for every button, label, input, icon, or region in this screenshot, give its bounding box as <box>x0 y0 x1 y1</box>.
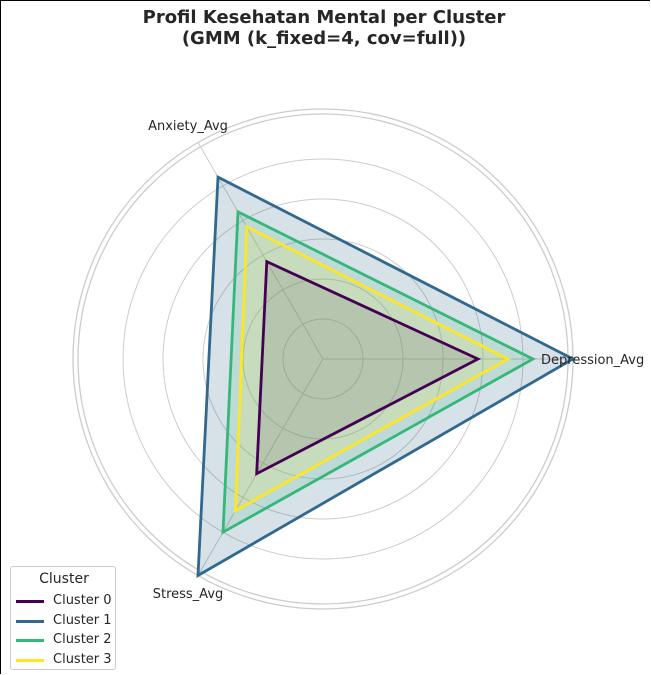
legend-item-cluster-2: Cluster 2 <box>16 631 116 649</box>
legend-label: Cluster 0 <box>53 593 112 608</box>
series-fill-cluster-1 <box>198 177 573 576</box>
series-line-cluster-0 <box>255 259 482 477</box>
axis-label-stress-avg: Stress_Avg <box>153 587 224 602</box>
legend-title: Cluster <box>39 571 89 587</box>
legend-swatch <box>16 658 44 662</box>
series-line-cluster-3 <box>234 224 511 514</box>
axis-labels: Depression_Avg Anxiety_Avg Stress_Avg <box>148 119 644 602</box>
series-line-cluster-1 <box>196 174 576 578</box>
chart-title: Profil Kesehatan Mental per Cluster (GMM… <box>143 7 506 49</box>
legend-item-cluster-0: Cluster 0 <box>16 592 116 610</box>
legend-swatch <box>16 619 44 623</box>
axis-label-anxiety-avg: Anxiety_Avg <box>148 119 228 134</box>
legend-label: Cluster 2 <box>53 632 112 647</box>
legend-item-cluster-3: Cluster 3 <box>16 651 116 669</box>
legend: Cluster Cluster 0 Cluster 1 Cluster 2 Clust… <box>10 566 116 670</box>
legend-swatch <box>16 600 44 603</box>
radar-series <box>196 174 576 578</box>
chart-title-line-2: (GMM (k_fixed=4, cov=full)) <box>182 28 466 49</box>
series-fill-cluster-3 <box>235 226 508 511</box>
legend-label: Cluster 3 <box>53 651 112 667</box>
axis-label-depression-avg: Depression_Avg <box>541 353 644 368</box>
legend-swatch <box>16 639 44 642</box>
grid-spoke <box>197 358 324 576</box>
chart-title-line-1: Profil Kesehatan Mental per Cluster <box>143 7 506 28</box>
legend-label: Cluster 1 <box>53 612 112 628</box>
series-line-cluster-2 <box>221 209 536 535</box>
legend-item-cluster-1: Cluster 1 <box>16 612 116 630</box>
series-fill-cluster-0 <box>256 261 478 474</box>
